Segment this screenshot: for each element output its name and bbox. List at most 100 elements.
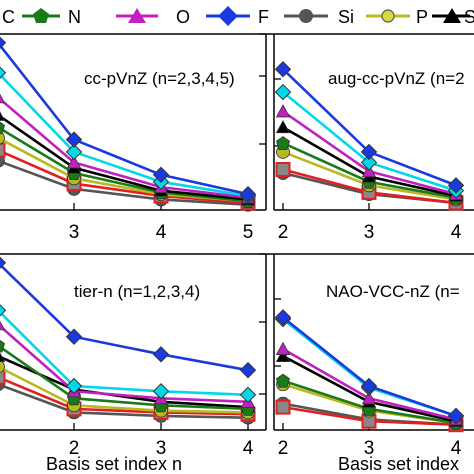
- panel-top-left-series-1a3ae0-point-2: [152, 166, 170, 184]
- panel-top-right-series-1a3ae0-point-1: [360, 143, 378, 161]
- panel-bottom-left-series-1a7a1a-point-0: [0, 339, 5, 353]
- legend-label-si: Si: [338, 7, 354, 27]
- panel-top-right-series-1a3ae0-point-2: [447, 177, 465, 194]
- panel-top-left-series-b8b820-point-0: [0, 131, 5, 145]
- legend-label-f: F: [258, 7, 269, 27]
- panel-bottom-right-title: NAO-VCC-nZ (n=: [326, 282, 460, 301]
- panel-top-left-series-00d8e8-point-0: [0, 66, 7, 79]
- panel-top-left-series-1a3ae0-point-3: [239, 185, 257, 203]
- panel-bottom-left-x-tick-label-2: 2: [69, 438, 80, 459]
- panel-top-right-series-c020c0-point-0: [275, 104, 291, 118]
- legend-marker-n-pentagon: [33, 8, 49, 23]
- legend-label-c: C: [2, 7, 15, 27]
- legend-marker-o-triangle: [128, 8, 146, 23]
- legend-marker-p-circle: [381, 9, 395, 23]
- panel-bottom-right-x-tick-label-3: 3: [364, 438, 375, 459]
- panel-bottom-left-x-tick-label-3: 3: [156, 438, 167, 459]
- panel-bottom-left-series-c020c0-point-0: [0, 320, 6, 331]
- panel-bottom-right-series-1a3ae0-point-1: [360, 377, 378, 395]
- panel-bottom-right-series-c020c0-point-0: [275, 341, 291, 355]
- panel-top-left-x-tick-label-4: 4: [156, 222, 167, 243]
- panel-top-right-title: aug-cc-pVnZ (n=2: [328, 69, 465, 88]
- panel-bottom-left-series-555555-line: [0, 383, 249, 419]
- panel-bottom-right-x-tick-label-2: 2: [278, 438, 289, 459]
- panel-top-left-series-1a7a1a-point-0: [0, 121, 5, 135]
- legend-entry-f: F: [206, 6, 269, 27]
- panel-bottom-left-title: tier-n (n=1,2,3,4): [74, 282, 200, 301]
- panel-bottom-left-series-00d8e8-point-2: [152, 383, 170, 400]
- panel-frames: [0, 33, 474, 431]
- panel-bottom-left-series-e02020-line: [0, 376, 249, 416]
- panel-bottom-left-series-e02020-point-0: [0, 369, 6, 385]
- panel-bottom-right-series-1a3ae0-point-2: [447, 407, 465, 425]
- panel-top-left-series-000000-point-0: [0, 111, 6, 121]
- panel-bottom-left-series-b8b820-point-0: [0, 360, 5, 374]
- panel-top-right-series-000000-point-0: [275, 119, 291, 134]
- panel-top-right-series-00d8e8-point-1: [360, 154, 378, 171]
- panel-bottom-left-series-1a3ae0-point-2: [152, 346, 170, 363]
- panel-top-left-series-00d8e8-point-1: [65, 143, 83, 161]
- panel-top-right-series-c020c0-point-1: [361, 163, 377, 178]
- panel-top-left-title: cc-pVnZ (n=2,3,4,5): [84, 69, 235, 88]
- panel-bottom-left-series-00d8e8-point-1: [65, 377, 83, 395]
- legend-marker-f-diamond: [218, 6, 238, 26]
- panel-bottom-left-series-00d8e8-line: [0, 310, 249, 397]
- panel-top-right-series-00d8e8-point-0: [274, 83, 292, 101]
- legend-label-s: S: [464, 7, 474, 27]
- panel-bottom-right-series-000000-point-0: [275, 348, 291, 362]
- panel-top-right-x-tick-label-3: 3: [364, 222, 375, 243]
- panel-bottom-left-series-00d8e8-point-0: [0, 304, 7, 317]
- panel-bottom-left-series-1a3ae0-line: [0, 262, 249, 372]
- panel-top-left-series-1a3ae0-line: [0, 43, 249, 196]
- panel-top-left-series-1a3ae0-point-0: [0, 36, 7, 50]
- panel-bottom-left-series-00d8e8-point-3: [239, 386, 257, 404]
- panel-bottom-left-series-c020c0-line: [0, 324, 249, 404]
- panel-top-left-series-c020c0-line: [0, 97, 249, 199]
- panel-top-left-series-555555-line: [0, 160, 249, 207]
- panel-top-left: 3 4 5: [0, 33, 266, 243]
- panel-top-right-series-1a7a1a-point-0: [276, 136, 290, 151]
- legend-marker-s-triangle: [443, 8, 461, 23]
- panel-bottom-left-series-1a7a1a-line: [0, 345, 249, 411]
- legend-label-o: O: [176, 7, 190, 27]
- panel-bottom-left-series-000000-point-0: [0, 352, 6, 362]
- panel-bottom-right-series-1a7a1a-point-0: [276, 373, 290, 388]
- panel-top-left-series-c020c0-point-1: [66, 155, 82, 169]
- panel-bottom-right-x-tick-label-4: 4: [451, 438, 462, 459]
- panel-top-left-series-1a7a1a-line: [0, 126, 249, 203]
- panel-top-right-x-tick-label-4: 4: [451, 222, 462, 243]
- legend-label-p: P: [416, 7, 428, 27]
- panel-top-left-series-e02020-point-0: [0, 142, 6, 158]
- panel-top-right-x-tick-label-2: 2: [278, 222, 289, 243]
- legend-entry-n: N: [22, 7, 81, 27]
- panel-bottom-right-series-c020c0-point-1: [361, 390, 377, 405]
- panel-top-left-series-c020c0-point-0: [0, 93, 6, 104]
- legend: C N O F Si P S: [2, 6, 474, 27]
- legend-entry-o: O: [116, 7, 190, 27]
- panel-top-left-x-tick-label-3: 3: [69, 222, 80, 243]
- panel-bottom-right-xlabel: Basis set index: [338, 454, 459, 474]
- legend-label-n: N: [68, 7, 81, 27]
- legend-entry-p: P: [366, 7, 428, 27]
- panel-bottom-left-series-1a3ae0-point-0: [0, 256, 7, 270]
- panel-bottom-left-series-1a3ae0-point-3: [239, 361, 257, 379]
- panel-top-right-series-e02020-point-0: [275, 162, 291, 178]
- panel-top-right: 2 3 4: [274, 60, 465, 243]
- panel-bottom-right-series-e02020-point-0: [275, 399, 291, 415]
- panel-bottom-left-x-tick-label-4: 4: [243, 438, 254, 459]
- panel-top-left-series-1a3ae0-point-1: [65, 131, 83, 148]
- panel-top-left-series-e02020-line: [0, 149, 249, 205]
- legend-entry-s: S: [432, 7, 474, 27]
- legend-entry-si: Si: [284, 7, 354, 27]
- plot-area: 3 4 5 2 3 4 2 3 4 2 3 4: [0, 33, 465, 459]
- panel-bottom-left-xlabel: Basis set index n: [46, 454, 182, 474]
- panel-bottom-right: 2 3 4: [274, 298, 465, 459]
- panel-top-right-series-1a3ae0-point-0: [274, 60, 292, 78]
- panel-top-left-series-00d8e8-line: [0, 72, 249, 198]
- panel-bottom-left: 2 3 4: [0, 253, 266, 459]
- panel-bottom-left-series-b8b820-line: [0, 366, 249, 414]
- panel-bottom-right-series-1a3ae0-point-0: [274, 309, 292, 326]
- panel-top-left-series-000000-line: [0, 114, 249, 201]
- legend-marker-si-circle: [299, 9, 313, 23]
